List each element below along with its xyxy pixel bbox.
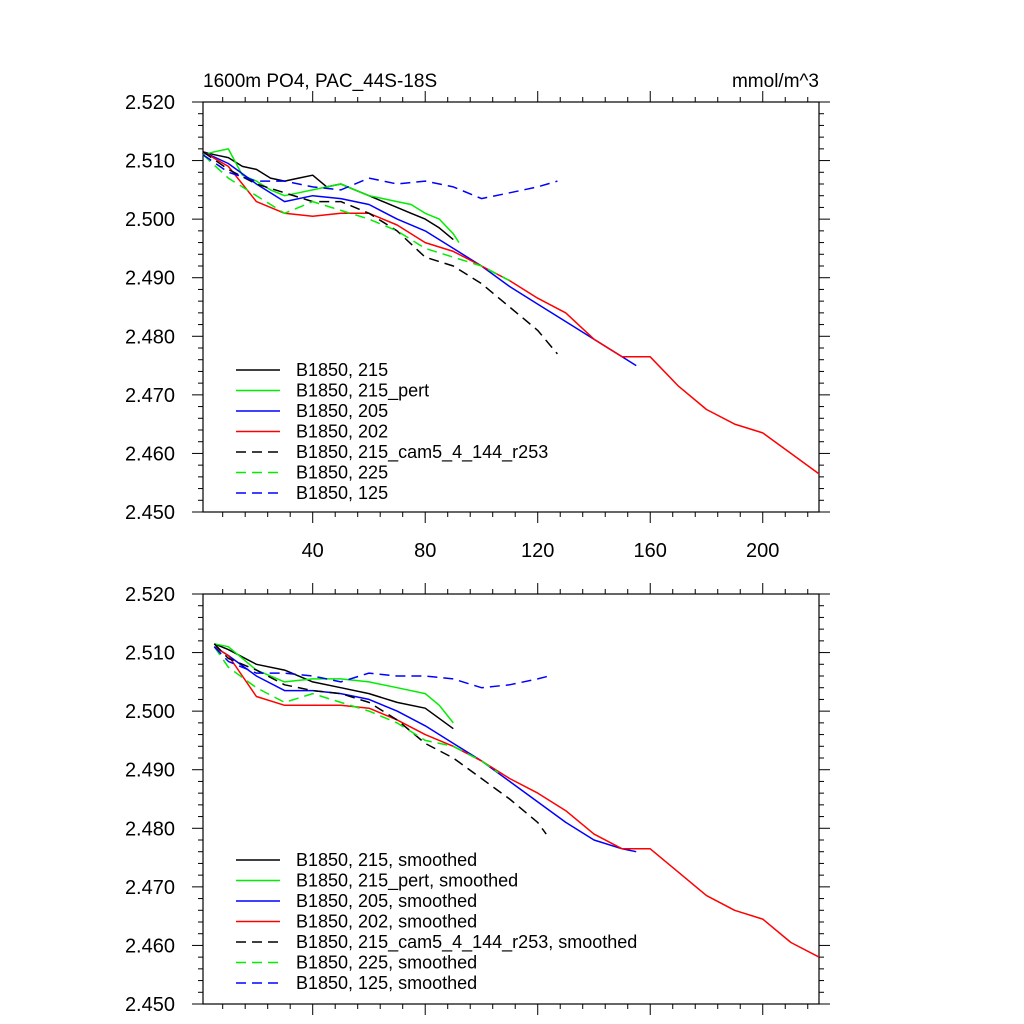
series-line bbox=[213, 646, 499, 774]
legend-label: B1850, 202, smoothed bbox=[296, 912, 477, 932]
y-tick-label: 2.460 bbox=[125, 935, 175, 957]
series-line bbox=[214, 643, 454, 730]
x-tick-label: 40 bbox=[302, 540, 324, 562]
legend-label: B1850, 215_cam5_4_144_r253, smoothed bbox=[296, 932, 637, 953]
series-line bbox=[213, 646, 637, 853]
y-tick-label: 2.520 bbox=[125, 584, 175, 606]
series-line bbox=[202, 151, 637, 367]
y-tick-label: 2.510 bbox=[125, 643, 175, 665]
series-line bbox=[202, 151, 558, 355]
y-tick-label: 2.470 bbox=[125, 385, 175, 407]
series-line bbox=[213, 643, 547, 835]
y-tick-label: 2.460 bbox=[125, 443, 175, 465]
series-line bbox=[202, 154, 558, 200]
legend-label: B1850, 215_pert bbox=[296, 381, 429, 402]
y-tick-label: 2.490 bbox=[125, 760, 175, 782]
legend-label: B1850, 215_cam5_4_144_r253 bbox=[296, 442, 548, 463]
series-lines bbox=[213, 643, 820, 958]
panel-top: 2.450 2.460 2.470 2.480 2.490 2.500 2.510 2.520… bbox=[125, 91, 830, 562]
legend-label: B1850, 205 bbox=[296, 401, 388, 421]
series-lines bbox=[202, 148, 820, 475]
y-tick-label: 2.450 bbox=[125, 994, 175, 1016]
tick-marks bbox=[192, 583, 830, 1015]
y-tick-label: 2.480 bbox=[125, 818, 175, 840]
legend-label: B1850, 215_pert, smoothed bbox=[296, 871, 518, 892]
y-tick-label: 2.480 bbox=[125, 326, 175, 348]
x-tick-label: 160 bbox=[634, 540, 667, 562]
x-tick-label: 200 bbox=[746, 540, 779, 562]
legend-label: B1850, 205, smoothed bbox=[296, 891, 477, 911]
series-line bbox=[213, 646, 550, 689]
y-tick-label: 2.490 bbox=[125, 268, 175, 290]
series-line bbox=[213, 646, 820, 958]
chart-title: 1600m PO4, PAC_44S-18S bbox=[203, 71, 437, 92]
y-tick-label: 2.520 bbox=[125, 92, 175, 114]
y-tick-label: 2.500 bbox=[125, 701, 175, 723]
y-tick-label: 2.500 bbox=[125, 209, 175, 231]
legend-label: B1850, 125 bbox=[296, 483, 388, 503]
legend-label: B1850, 202 bbox=[296, 422, 388, 442]
legend-label: B1850, 125, smoothed bbox=[296, 973, 477, 993]
legend-label: B1850, 215, smoothed bbox=[296, 850, 477, 870]
tick-marks bbox=[192, 91, 830, 523]
series-line bbox=[214, 643, 454, 724]
y-tick-label: 2.450 bbox=[125, 502, 175, 524]
units-label: mmol/m^3 bbox=[732, 71, 819, 92]
plot-frame bbox=[202, 593, 820, 1005]
y-tick-label: 2.470 bbox=[125, 877, 175, 899]
panel-bottom: 2.450 2.460 2.470 2.480 2.490 2.500 2.510 2.520… bbox=[125, 583, 830, 1016]
plot-frame bbox=[202, 101, 820, 513]
legend-label: B1850, 215 bbox=[296, 360, 388, 380]
legend-label: B1850, 225 bbox=[296, 463, 388, 483]
y-tick-label: 2.510 bbox=[125, 151, 175, 173]
x-tick-label: 80 bbox=[414, 540, 436, 562]
x-tick-label: 120 bbox=[521, 540, 554, 562]
series-line bbox=[202, 154, 510, 282]
legend-label: B1850, 225, smoothed bbox=[296, 953, 477, 973]
